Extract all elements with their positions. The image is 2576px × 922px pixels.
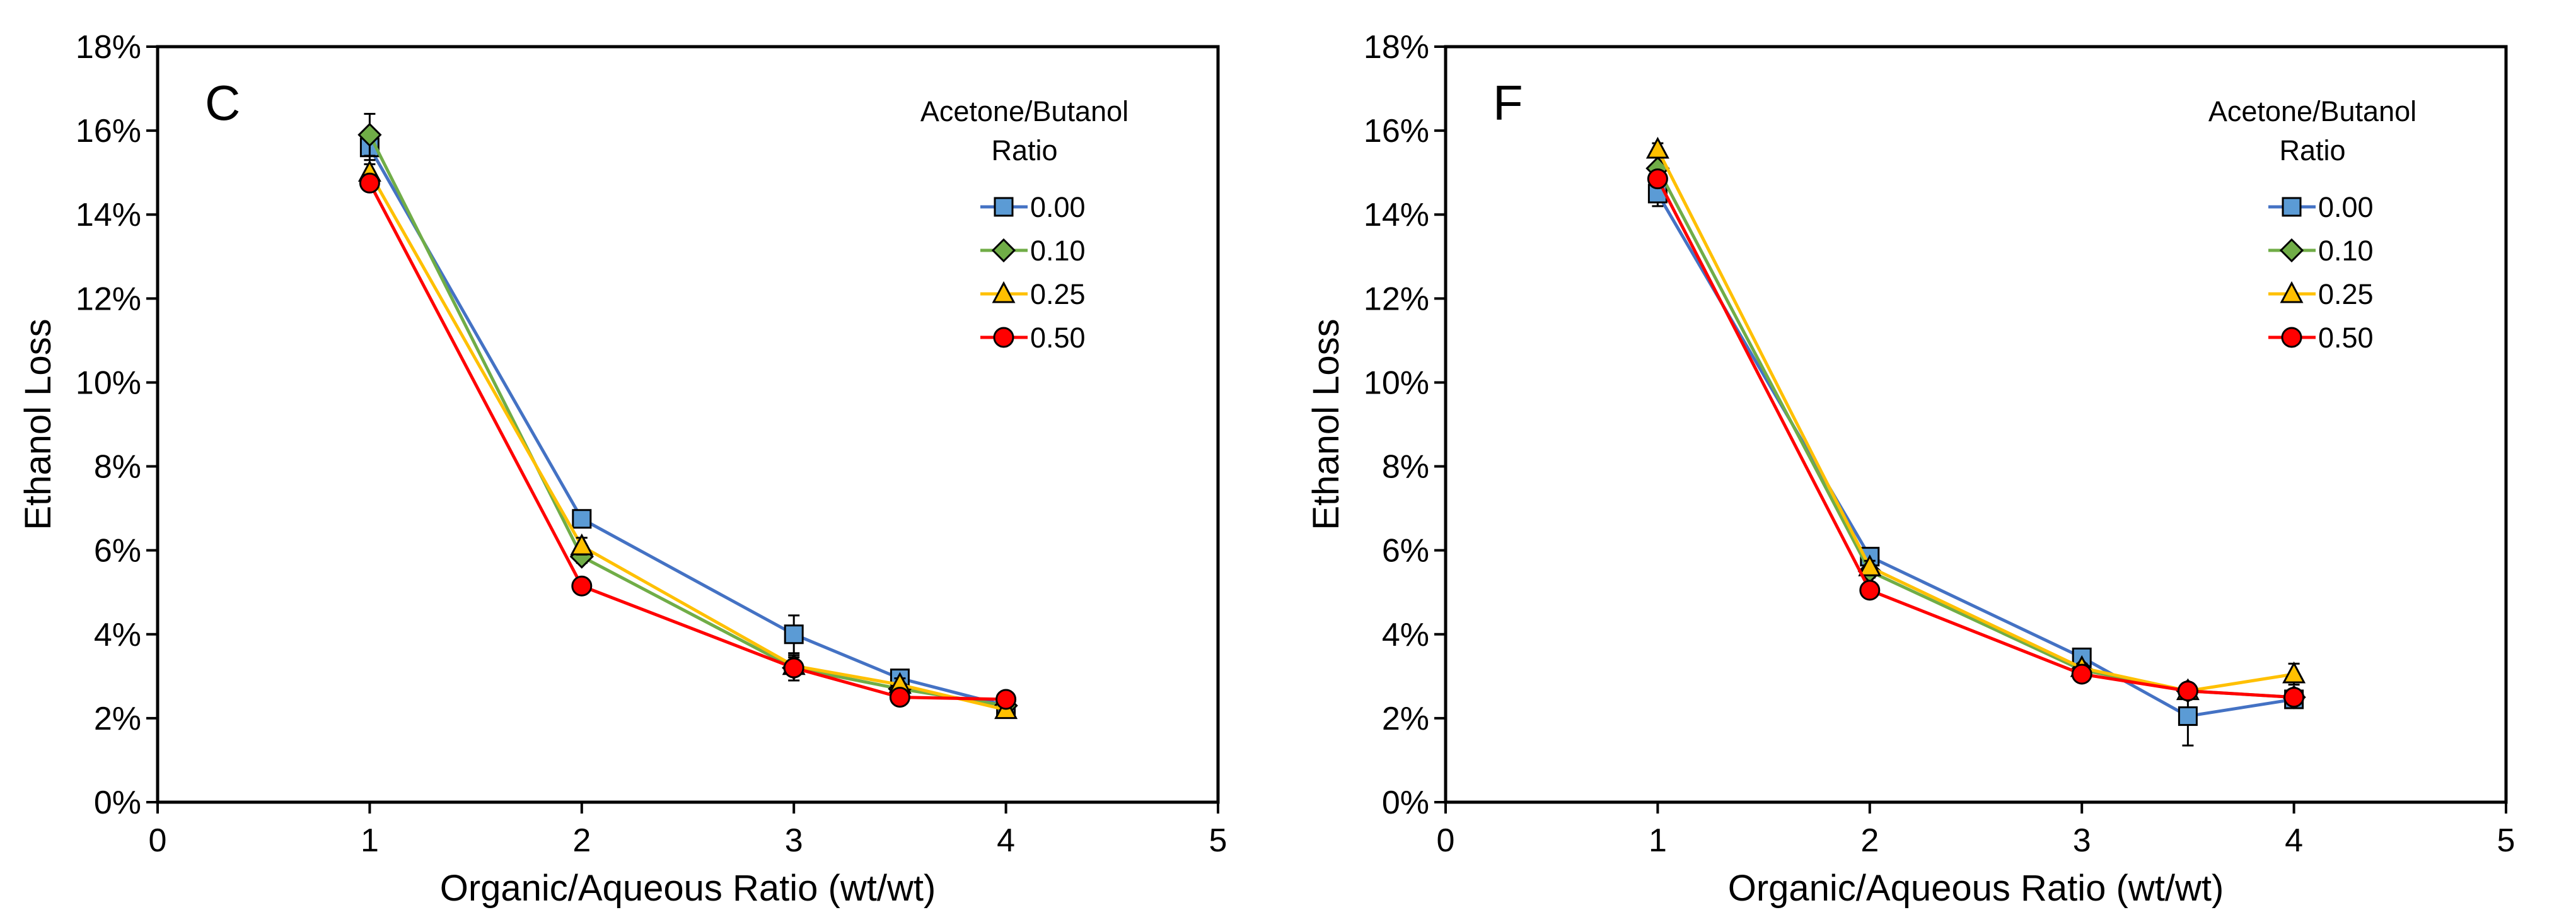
legend-swatch-marker bbox=[992, 281, 1016, 303]
series-line bbox=[368, 182, 1006, 701]
y-tick-label: 16% bbox=[1364, 113, 1429, 149]
x-tick-label: 5 bbox=[1209, 822, 1227, 859]
y-tick-label: 6% bbox=[1382, 533, 1429, 569]
y-tick-label: 0% bbox=[1382, 785, 1429, 821]
data-point bbox=[783, 657, 804, 679]
series-line bbox=[1656, 148, 2294, 693]
y-tick-label: 4% bbox=[1382, 617, 1429, 653]
data-point bbox=[2071, 663, 2092, 685]
y-tick-label: 10% bbox=[76, 365, 141, 401]
data-point bbox=[357, 122, 382, 147]
data-point bbox=[2282, 661, 2306, 684]
data-point bbox=[572, 509, 592, 529]
legend-label: 0.00 bbox=[2318, 191, 2374, 223]
legend-swatch-marker bbox=[991, 238, 1016, 263]
y-tick-label: 14% bbox=[76, 197, 141, 233]
series-line bbox=[368, 134, 1006, 708]
legend-title-line-2: Ratio bbox=[2279, 134, 2345, 166]
y-tick-label: 8% bbox=[1382, 449, 1429, 486]
x-tick-label: 2 bbox=[1860, 822, 1879, 859]
legend-swatch-marker bbox=[2281, 327, 2302, 348]
legend-swatch-marker bbox=[2280, 281, 2304, 303]
x-tick-label: 5 bbox=[2497, 822, 2515, 859]
y-tick-label: 2% bbox=[1382, 701, 1429, 737]
data-point bbox=[889, 687, 910, 708]
data-point bbox=[784, 624, 804, 645]
series-line bbox=[368, 172, 1007, 712]
legend-title-line-2: Ratio bbox=[991, 134, 1057, 166]
y-tick-label: 0% bbox=[94, 785, 141, 821]
y-tick-label: 12% bbox=[76, 281, 141, 317]
y-tick-label: 12% bbox=[1364, 281, 1429, 317]
legend-swatch-marker bbox=[994, 197, 1014, 217]
chart-svg-f: 0% 2% 4% 6% 8% 10% 12% 14% 16% 18% 0 1 2 3 4 5 Organic/A… bbox=[1306, 29, 2515, 909]
legend: Acetone/Butanol Ratio 0.00 0.10 0.25 0.50 bbox=[920, 95, 1128, 354]
legend-label: 0.10 bbox=[2318, 235, 2374, 267]
y-tick-label: 16% bbox=[76, 113, 141, 149]
legend-label: 0.50 bbox=[1030, 322, 1086, 354]
legend-label: 0.10 bbox=[1030, 235, 1086, 267]
x-axis-title: Organic/Aqueous Ratio (wt/wt) bbox=[1728, 868, 2224, 909]
y-tick-label: 4% bbox=[94, 617, 141, 653]
x-tick-label: 3 bbox=[785, 822, 803, 859]
series-line bbox=[1656, 192, 2294, 718]
chart-panel-c: 0% 2% 4% 6% 8% 10% 12% 14% 16% 18% 0 1 2 3 4 5 Organic/A… bbox=[18, 29, 1227, 909]
x-tick-label: 0 bbox=[149, 822, 167, 859]
legend-title-line-1: Acetone/Butanol bbox=[2208, 95, 2416, 127]
panel-label: F bbox=[1493, 75, 1523, 131]
legend-label: 0.00 bbox=[1030, 191, 1086, 223]
series-0.00 bbox=[1647, 180, 2304, 747]
data-point bbox=[2178, 706, 2198, 727]
y-axis-title: Ethanol Loss bbox=[18, 318, 59, 530]
x-tick-label: 1 bbox=[1649, 822, 1667, 859]
series-0.50 bbox=[359, 172, 1017, 710]
chart-svg-c: 0% 2% 4% 6% 8% 10% 12% 14% 16% 18% 0 1 2 3 4 5 Organic/A… bbox=[18, 29, 1227, 909]
data-point bbox=[1645, 136, 1669, 159]
data-point bbox=[1859, 580, 1881, 601]
plot-area-frame bbox=[156, 45, 1220, 804]
legend-label: 0.25 bbox=[1030, 278, 1086, 310]
y-tick-label: 10% bbox=[1364, 365, 1429, 401]
data-point bbox=[995, 689, 1017, 710]
x-tick-label: 4 bbox=[997, 822, 1015, 859]
legend-swatch-marker bbox=[993, 327, 1014, 348]
data-point bbox=[2283, 687, 2305, 708]
legend-title-line-1: Acetone/Butanol bbox=[920, 95, 1128, 127]
chart-panel-f: 0% 2% 4% 6% 8% 10% 12% 14% 16% 18% 0 1 2 3 4 5 Organic/A… bbox=[1288, 0, 2576, 922]
data-point bbox=[570, 533, 594, 556]
legend-swatch-marker bbox=[2282, 197, 2302, 217]
legend-label: 0.50 bbox=[2318, 322, 2374, 354]
y-tick-label: 6% bbox=[94, 533, 141, 569]
data-point bbox=[1647, 168, 1668, 190]
y-tick-label: 14% bbox=[1364, 197, 1429, 233]
series-line bbox=[368, 146, 1007, 708]
x-tick-label: 0 bbox=[1437, 822, 1455, 859]
y-axis-title: Ethanol Loss bbox=[1306, 318, 1347, 530]
legend: Acetone/Butanol Ratio 0.00 0.10 0.25 0.50 bbox=[2208, 95, 2416, 354]
series-0.25 bbox=[357, 160, 1018, 720]
y-tick-label: 8% bbox=[94, 449, 141, 486]
y-tick-label: 18% bbox=[76, 29, 141, 66]
x-tick-label: 2 bbox=[572, 822, 591, 859]
data-point bbox=[571, 575, 593, 597]
series-0.50 bbox=[1647, 168, 2305, 708]
x-tick-label: 1 bbox=[361, 822, 379, 859]
x-tick-label: 3 bbox=[2073, 822, 2091, 859]
data-point bbox=[2177, 680, 2198, 702]
x-axis-title: Organic/Aqueous Ratio (wt/wt) bbox=[440, 868, 936, 909]
series-0.25 bbox=[1645, 136, 2306, 701]
y-tick-label: 18% bbox=[1364, 29, 1429, 66]
legend-swatch-marker bbox=[2279, 238, 2304, 263]
data-point bbox=[359, 172, 380, 194]
x-tick-label: 4 bbox=[2285, 822, 2303, 859]
panel-label: C bbox=[205, 75, 240, 131]
y-tick-label: 2% bbox=[94, 701, 141, 737]
series-0.10 bbox=[1645, 155, 2306, 709]
legend-label: 0.25 bbox=[2318, 278, 2374, 310]
plot-area-frame bbox=[1444, 45, 2508, 804]
data-point bbox=[1858, 554, 1882, 576]
